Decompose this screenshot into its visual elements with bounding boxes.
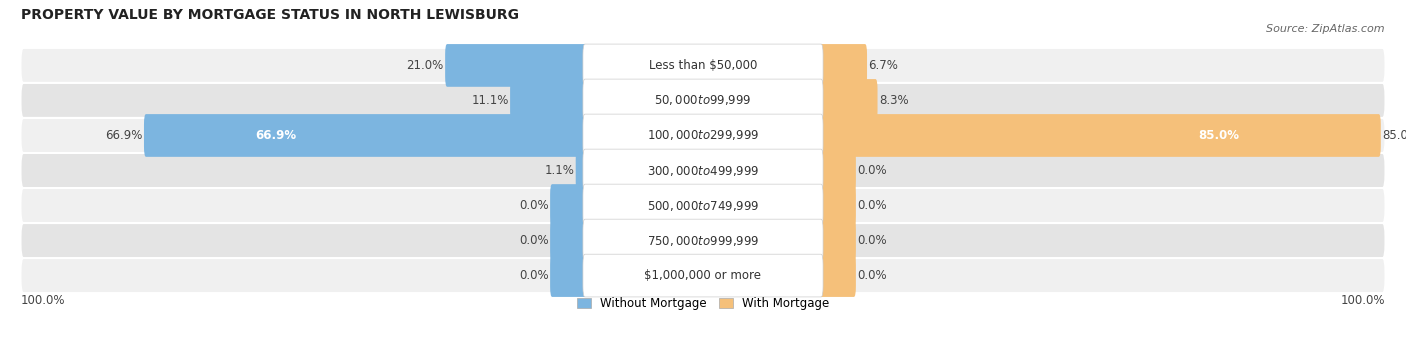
FancyBboxPatch shape bbox=[550, 184, 586, 227]
FancyBboxPatch shape bbox=[21, 223, 1385, 258]
Text: 66.9%: 66.9% bbox=[105, 129, 142, 142]
FancyBboxPatch shape bbox=[820, 149, 856, 192]
FancyBboxPatch shape bbox=[510, 79, 586, 122]
Text: $300,000 to $499,999: $300,000 to $499,999 bbox=[647, 163, 759, 178]
Text: $750,000 to $999,999: $750,000 to $999,999 bbox=[647, 234, 759, 248]
FancyBboxPatch shape bbox=[575, 149, 586, 192]
FancyBboxPatch shape bbox=[21, 48, 1385, 83]
Text: Source: ZipAtlas.com: Source: ZipAtlas.com bbox=[1267, 24, 1385, 34]
Text: 85.0%: 85.0% bbox=[1382, 129, 1406, 142]
Text: 11.1%: 11.1% bbox=[471, 94, 509, 107]
FancyBboxPatch shape bbox=[143, 114, 586, 157]
FancyBboxPatch shape bbox=[583, 219, 823, 262]
FancyBboxPatch shape bbox=[820, 44, 868, 87]
Text: 0.0%: 0.0% bbox=[519, 269, 548, 282]
FancyBboxPatch shape bbox=[21, 83, 1385, 118]
Text: 66.9%: 66.9% bbox=[256, 129, 297, 142]
Text: PROPERTY VALUE BY MORTGAGE STATUS IN NORTH LEWISBURG: PROPERTY VALUE BY MORTGAGE STATUS IN NOR… bbox=[21, 8, 519, 22]
Text: 0.0%: 0.0% bbox=[858, 234, 887, 247]
FancyBboxPatch shape bbox=[583, 114, 823, 157]
FancyBboxPatch shape bbox=[820, 254, 856, 297]
FancyBboxPatch shape bbox=[583, 149, 823, 192]
FancyBboxPatch shape bbox=[21, 153, 1385, 188]
FancyBboxPatch shape bbox=[583, 79, 823, 122]
FancyBboxPatch shape bbox=[21, 258, 1385, 293]
FancyBboxPatch shape bbox=[550, 219, 586, 262]
Text: 0.0%: 0.0% bbox=[858, 269, 887, 282]
Text: $50,000 to $99,999: $50,000 to $99,999 bbox=[654, 93, 752, 107]
FancyBboxPatch shape bbox=[820, 114, 1381, 157]
FancyBboxPatch shape bbox=[21, 118, 1385, 153]
Text: 6.7%: 6.7% bbox=[869, 59, 898, 72]
FancyBboxPatch shape bbox=[583, 184, 823, 227]
FancyBboxPatch shape bbox=[583, 44, 823, 87]
Text: $500,000 to $749,999: $500,000 to $749,999 bbox=[647, 198, 759, 212]
Text: 0.0%: 0.0% bbox=[858, 199, 887, 212]
FancyBboxPatch shape bbox=[446, 44, 586, 87]
Text: Less than $50,000: Less than $50,000 bbox=[648, 59, 758, 72]
Text: 8.3%: 8.3% bbox=[879, 94, 908, 107]
Text: $100,000 to $299,999: $100,000 to $299,999 bbox=[647, 129, 759, 143]
Text: $1,000,000 or more: $1,000,000 or more bbox=[644, 269, 762, 282]
Text: 0.0%: 0.0% bbox=[858, 164, 887, 177]
Text: 100.0%: 100.0% bbox=[21, 294, 65, 307]
FancyBboxPatch shape bbox=[550, 254, 586, 297]
Text: 0.0%: 0.0% bbox=[519, 234, 548, 247]
FancyBboxPatch shape bbox=[820, 79, 877, 122]
Text: 21.0%: 21.0% bbox=[406, 59, 444, 72]
FancyBboxPatch shape bbox=[583, 254, 823, 297]
FancyBboxPatch shape bbox=[820, 219, 856, 262]
Text: 1.1%: 1.1% bbox=[544, 164, 575, 177]
FancyBboxPatch shape bbox=[820, 184, 856, 227]
Text: 100.0%: 100.0% bbox=[1341, 294, 1385, 307]
Text: 85.0%: 85.0% bbox=[1198, 129, 1240, 142]
FancyBboxPatch shape bbox=[21, 188, 1385, 223]
Legend: Without Mortgage, With Mortgage: Without Mortgage, With Mortgage bbox=[572, 293, 834, 315]
Text: 0.0%: 0.0% bbox=[519, 199, 548, 212]
